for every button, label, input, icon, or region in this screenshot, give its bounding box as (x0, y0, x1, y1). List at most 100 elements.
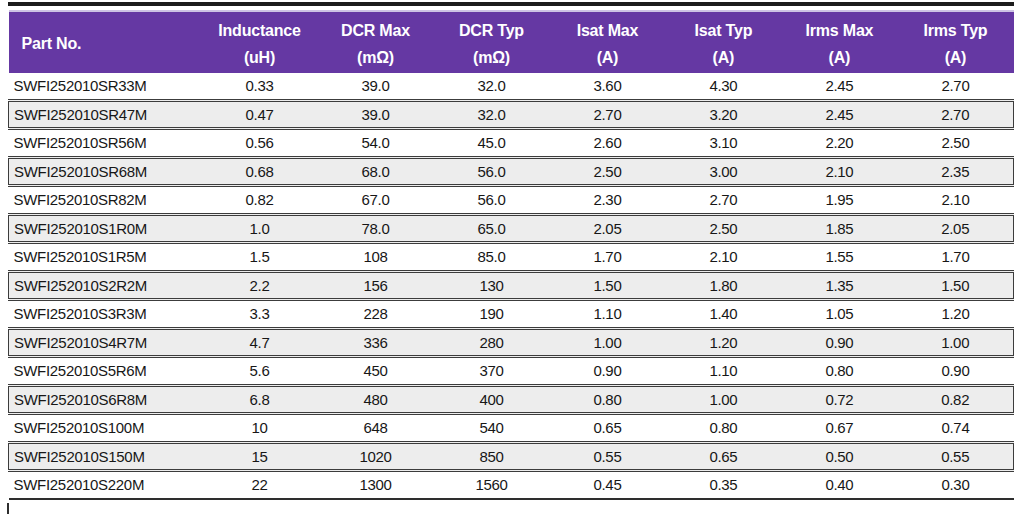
column-header-dcr-max: DCR Max (mΩ) (317, 11, 433, 73)
value-cell: 1.70 (897, 243, 1013, 272)
value-cell: 3.00 (665, 157, 781, 186)
value-cell: 1.55 (781, 243, 897, 272)
value-cell: 2.60 (549, 129, 665, 158)
column-unit: (uH) (202, 44, 318, 71)
column-header-isat-max: Isat Max (A) (549, 11, 665, 73)
value-cell: 32.0 (433, 73, 549, 100)
header-row: Part No. Inductance (uH) DCR Max (mΩ) DC… (9, 11, 1014, 73)
value-cell: 648 (317, 414, 433, 443)
value-cell: 1.50 (549, 271, 665, 300)
part-number-cell: SWFI252010SR68M (9, 157, 202, 186)
value-cell: 2.2 (202, 271, 318, 300)
value-cell: 540 (433, 414, 549, 443)
value-cell: 130 (433, 271, 549, 300)
value-cell: 10 (202, 414, 318, 443)
table-row: SWFI252010S5R6M5.64503700.901.100.800.90 (9, 357, 1014, 386)
value-cell: 0.72 (781, 385, 897, 414)
column-header-irms-typ: Irms Typ (A) (897, 11, 1013, 73)
table-row: SWFI252010S150M1510208500.550.650.500.55 (9, 442, 1014, 471)
value-cell: 0.65 (665, 442, 781, 471)
value-cell: 0.50 (781, 442, 897, 471)
value-cell: 0.56 (202, 129, 318, 158)
value-cell: 1.00 (549, 328, 665, 357)
value-cell: 1.85 (781, 214, 897, 243)
part-number-cell: SWFI252010S5R6M (9, 357, 202, 386)
column-unit: (A) (781, 44, 897, 71)
column-header-dcr-typ: DCR Typ (mΩ) (433, 11, 549, 73)
value-cell: 0.33 (202, 73, 318, 100)
column-unit: (mΩ) (317, 44, 433, 71)
value-cell: 1020 (317, 442, 433, 471)
column-label: Irms Typ (897, 15, 1013, 44)
value-cell: 0.90 (897, 357, 1013, 386)
value-cell: 1.00 (665, 385, 781, 414)
value-cell: 1.35 (781, 271, 897, 300)
value-cell: 2.50 (665, 214, 781, 243)
value-cell: 0.67 (781, 414, 897, 443)
part-number-cell: SWFI252010S150M (9, 442, 202, 471)
inductor-spec-table: Part No. Inductance (uH) DCR Max (mΩ) DC… (8, 10, 1014, 500)
next-table-edge-fragment (7, 503, 9, 514)
column-label: Irms Max (781, 15, 897, 44)
value-cell: 0.30 (897, 471, 1013, 499)
value-cell: 2.05 (549, 214, 665, 243)
value-cell: 1.20 (665, 328, 781, 357)
part-number-cell: SWFI252010SR33M (9, 73, 202, 100)
value-cell: 39.0 (317, 100, 433, 129)
value-cell: 5.6 (202, 357, 318, 386)
value-cell: 2.70 (665, 186, 781, 215)
part-number-cell: SWFI252010S100M (9, 414, 202, 443)
value-cell: 2.35 (897, 157, 1013, 186)
value-cell: 1.0 (202, 214, 318, 243)
value-cell: 0.47 (202, 100, 318, 129)
value-cell: 0.65 (549, 414, 665, 443)
value-cell: 280 (433, 328, 549, 357)
column-label: DCR Typ (433, 15, 549, 44)
value-cell: 0.74 (897, 414, 1013, 443)
value-cell: 1.50 (897, 271, 1013, 300)
column-label: Part No. (22, 28, 202, 57)
column-label: Isat Max (549, 15, 665, 44)
value-cell: 2.45 (781, 100, 897, 129)
value-cell: 0.82 (897, 385, 1013, 414)
value-cell: 2.10 (781, 157, 897, 186)
value-cell: 0.55 (897, 442, 1013, 471)
value-cell: 336 (317, 328, 433, 357)
value-cell: 67.0 (317, 186, 433, 215)
value-cell: 45.0 (433, 129, 549, 158)
value-cell: 4.30 (665, 73, 781, 100)
value-cell: 1.95 (781, 186, 897, 215)
value-cell: 2.50 (897, 129, 1013, 158)
table-row: SWFI252010S1R5M1.510885.01.702.101.551.7… (9, 243, 1014, 272)
part-number-cell: SWFI252010SR56M (9, 129, 202, 158)
column-label: DCR Max (317, 15, 433, 44)
value-cell: 56.0 (433, 157, 549, 186)
value-cell: 1.40 (665, 300, 781, 329)
value-cell: 2.10 (665, 243, 781, 272)
value-cell: 2.70 (549, 100, 665, 129)
column-unit: (mΩ) (433, 44, 549, 71)
value-cell: 1560 (433, 471, 549, 499)
datasheet-page: Part No. Inductance (uH) DCR Max (mΩ) DC… (0, 0, 1018, 514)
value-cell: 3.20 (665, 100, 781, 129)
column-label: Inductance (202, 15, 318, 44)
table-row: SWFI252010SR82M0.8267.056.02.302.701.952… (9, 186, 1014, 215)
value-cell: 0.90 (781, 328, 897, 357)
value-cell: 190 (433, 300, 549, 329)
value-cell: 6.8 (202, 385, 318, 414)
column-unit: (A) (897, 44, 1013, 71)
value-cell: 450 (317, 357, 433, 386)
value-cell: 156 (317, 271, 433, 300)
value-cell: 1.10 (665, 357, 781, 386)
column-header-irms-max: Irms Max (A) (781, 11, 897, 73)
value-cell: 2.70 (897, 100, 1013, 129)
value-cell: 2.05 (897, 214, 1013, 243)
value-cell: 2.10 (897, 186, 1013, 215)
table-row: SWFI252010S3R3M3.32281901.101.401.051.20 (9, 300, 1014, 329)
value-cell: 1.10 (549, 300, 665, 329)
value-cell: 1.70 (549, 243, 665, 272)
value-cell: 4.7 (202, 328, 318, 357)
value-cell: 78.0 (317, 214, 433, 243)
value-cell: 480 (317, 385, 433, 414)
value-cell: 2.30 (549, 186, 665, 215)
